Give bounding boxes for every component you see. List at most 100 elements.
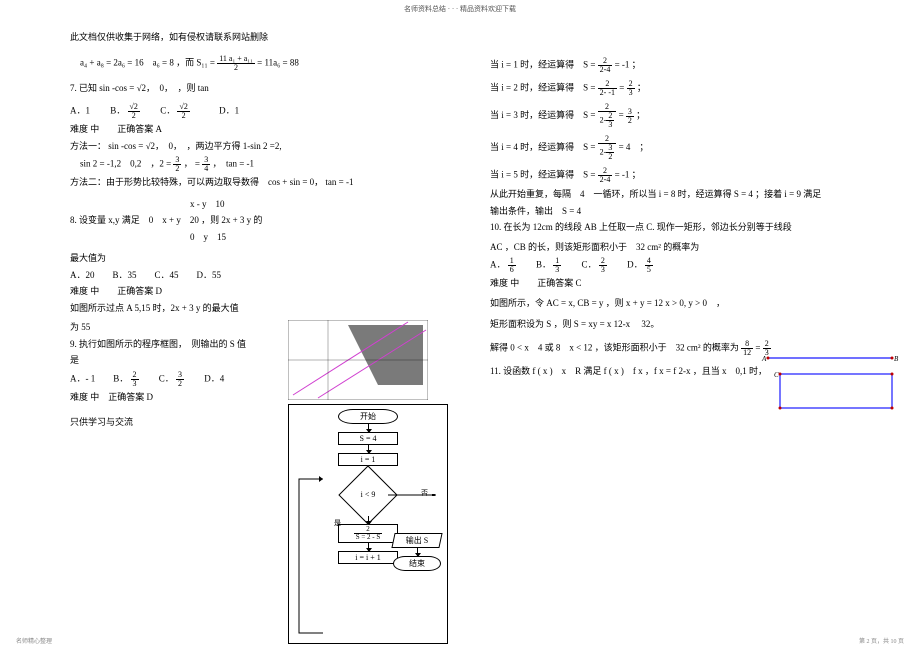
- flow-output: 输出 S: [391, 533, 442, 548]
- sys-row1: x - y 10: [190, 198, 460, 212]
- f: 22-4: [598, 57, 613, 74]
- flow-end: 结束: [393, 556, 441, 571]
- d: 3: [131, 380, 139, 388]
- t2: = -1 ；: [615, 60, 641, 70]
- q10-explain-a: 如图所示，令 AC = x, CB = y ，则 x + y = 12 x > …: [490, 297, 880, 311]
- d: S = 2 - S: [354, 534, 383, 541]
- iter-summary-b: 输出条件，输出 S = 4: [490, 205, 880, 219]
- arrow-icon: [368, 516, 369, 524]
- frac-den: 2: [217, 64, 255, 72]
- loopback-icon: [295, 475, 325, 635]
- lp-svg: [288, 320, 428, 400]
- d: 2-4: [598, 66, 613, 74]
- q10-options: A． 16 B． 13 C． 23 D． 45: [490, 257, 880, 274]
- q8-max: 最大值为: [70, 252, 460, 266]
- opt-b-label: B．: [110, 106, 125, 116]
- q10-difficulty: 难度 中 正确答案 C: [490, 277, 880, 291]
- t: 当 i = 4 时，经运算得 S =: [490, 142, 595, 152]
- q7-text: 7. 已知 sin -cos = √2， 0， ，则 tan: [70, 82, 460, 96]
- label-b: B: [894, 355, 899, 363]
- df: 23: [606, 112, 614, 129]
- da: 2-: [600, 115, 607, 124]
- frac-s11: 11 a₁ + a₁₁ 2: [217, 55, 255, 72]
- eq-a4a8-lhs: a₄ + a₈ = 2a₆ = 16 a₆ = 8 ，而 S₁₁ =: [80, 57, 215, 67]
- flow-box-s4: S = 4: [338, 432, 398, 445]
- footer-left: 名师精心整理: [16, 636, 52, 645]
- d: 3: [553, 266, 561, 274]
- d: 2- -1: [598, 89, 617, 97]
- footer-right: 第 2 页，共 10 页: [859, 636, 904, 645]
- t: sin 2 = -1,2 0,2 ，2 =: [80, 159, 171, 169]
- iter-4: 当 i = 4 时，经运算得 S = 2 2-32 = 4 ；: [490, 135, 880, 161]
- iter-1: 当 i = 1 时，经运算得 S = 22-4 = -1 ；: [490, 57, 880, 74]
- fb: 13: [553, 257, 561, 274]
- d: 2-23: [598, 112, 617, 129]
- opt-c-frac: √22: [177, 103, 189, 120]
- arrow-icon: [368, 543, 369, 551]
- d: 2: [606, 153, 614, 161]
- ld: D．: [627, 260, 643, 270]
- t2: = 4 ；: [619, 142, 649, 152]
- opt-b-frac: √22: [128, 103, 140, 120]
- arrow-icon: [368, 424, 369, 432]
- t2: ；: [637, 83, 646, 93]
- flow-no: 否: [421, 488, 428, 498]
- fc: 23: [599, 257, 607, 274]
- da: 2-: [600, 147, 607, 156]
- iter-3: 当 i = 3 时，经运算得 S = 2 2-23 = 32 ；: [490, 103, 880, 129]
- rectangle-figure: A B C: [760, 348, 900, 418]
- q10-text: 10. 在长为 12cm 的线段 AB 上任取一点 C. 现作一矩形，邻边长分别…: [490, 221, 880, 235]
- f: 22-4: [598, 167, 613, 184]
- label-a: A: [761, 355, 767, 363]
- f: 812: [741, 340, 753, 357]
- q10-explain-b: 矩形面积设为 S ，则 S = xy = x 12-x 32。: [490, 318, 880, 332]
- d: 3: [599, 266, 607, 274]
- sys-row3: 0 y 15: [190, 231, 460, 245]
- arrow-icon: [417, 548, 418, 556]
- n: 2: [598, 103, 617, 112]
- cond-text: i < 9: [348, 475, 388, 515]
- fd: 45: [645, 257, 653, 274]
- d: 2: [173, 165, 181, 173]
- t: 解得 0 < x 4 或 8 x < 12 ，该矩形面积小于 32 cm² 的概…: [490, 342, 739, 352]
- eq: =: [619, 110, 624, 120]
- iter-2: 当 i = 2 时，经运算得 S = 22- -1 = 23 ；: [490, 80, 880, 97]
- t: 当 i = 1 时，经运算得 S =: [490, 60, 595, 70]
- f: 2 2-32: [598, 135, 617, 161]
- f2: 32: [626, 108, 634, 125]
- label-c: C: [774, 371, 779, 379]
- q8-difficulty: 难度 中 正确答案 D: [70, 285, 460, 299]
- iter-summary: 从此开始重复，每隔 4 一循环，所以当 i = 8 时，经运算得 S = 4 ；…: [490, 188, 880, 202]
- flow-box-i1: i = 1: [338, 453, 398, 466]
- df: 32: [606, 144, 614, 161]
- d: 2: [128, 112, 140, 120]
- f: 2 2-23: [598, 103, 617, 129]
- t: A．- 1 B．: [70, 373, 128, 383]
- f2: 23: [627, 80, 635, 97]
- fa: 16: [508, 257, 516, 274]
- t2: ；: [636, 110, 645, 120]
- q7-method1b: sin 2 = -1,2 0,2 ，2 = 32 ， = 34 ， tan = …: [80, 156, 460, 173]
- eq-a4a8: a₄ + a₈ = 2a₆ = 16 a₆ = 8 ，而 S₁₁ = 11 a₁…: [80, 55, 460, 72]
- f: 2S = 2 - S: [354, 526, 383, 541]
- t2: = -1 ；: [615, 170, 641, 180]
- t: 当 i = 5 时，经运算得 S =: [490, 170, 595, 180]
- d: 2: [177, 112, 189, 120]
- t3: ， tan = -1: [212, 159, 254, 169]
- t: 当 i = 2 时，经运算得 S =: [490, 83, 595, 93]
- q7-options: A．1 B． √22 C． √22 D．1: [70, 103, 460, 120]
- opt-d: D．1: [219, 106, 239, 116]
- page-header: 名师资料总结 · · · 精品资料欢迎下载: [0, 0, 920, 14]
- f2: 32: [176, 371, 184, 388]
- flowchart-figure: 开始 S = 4 i = 1 i < 9 是 否 2S = 2 - S i = …: [288, 404, 448, 644]
- q7-method1: 方法一： sin -cos = √2， 0， ，两边平方得 1-sin 2 =2…: [70, 140, 460, 154]
- f2: 34: [202, 156, 210, 173]
- t3: D．4: [204, 373, 224, 383]
- q7-difficulty: 难度 中 正确答案 A: [70, 123, 460, 137]
- q8-explain-a: 如图所示过点 A 5,15 时，2x + 3 y 的最大值: [70, 302, 460, 316]
- opt-a: A．1: [70, 106, 90, 116]
- arrow-icon: [368, 445, 369, 453]
- t: 输出 S: [394, 535, 440, 546]
- q8-options: A．20 B．35 C．45 D．55: [70, 269, 460, 283]
- d: 3: [606, 121, 614, 129]
